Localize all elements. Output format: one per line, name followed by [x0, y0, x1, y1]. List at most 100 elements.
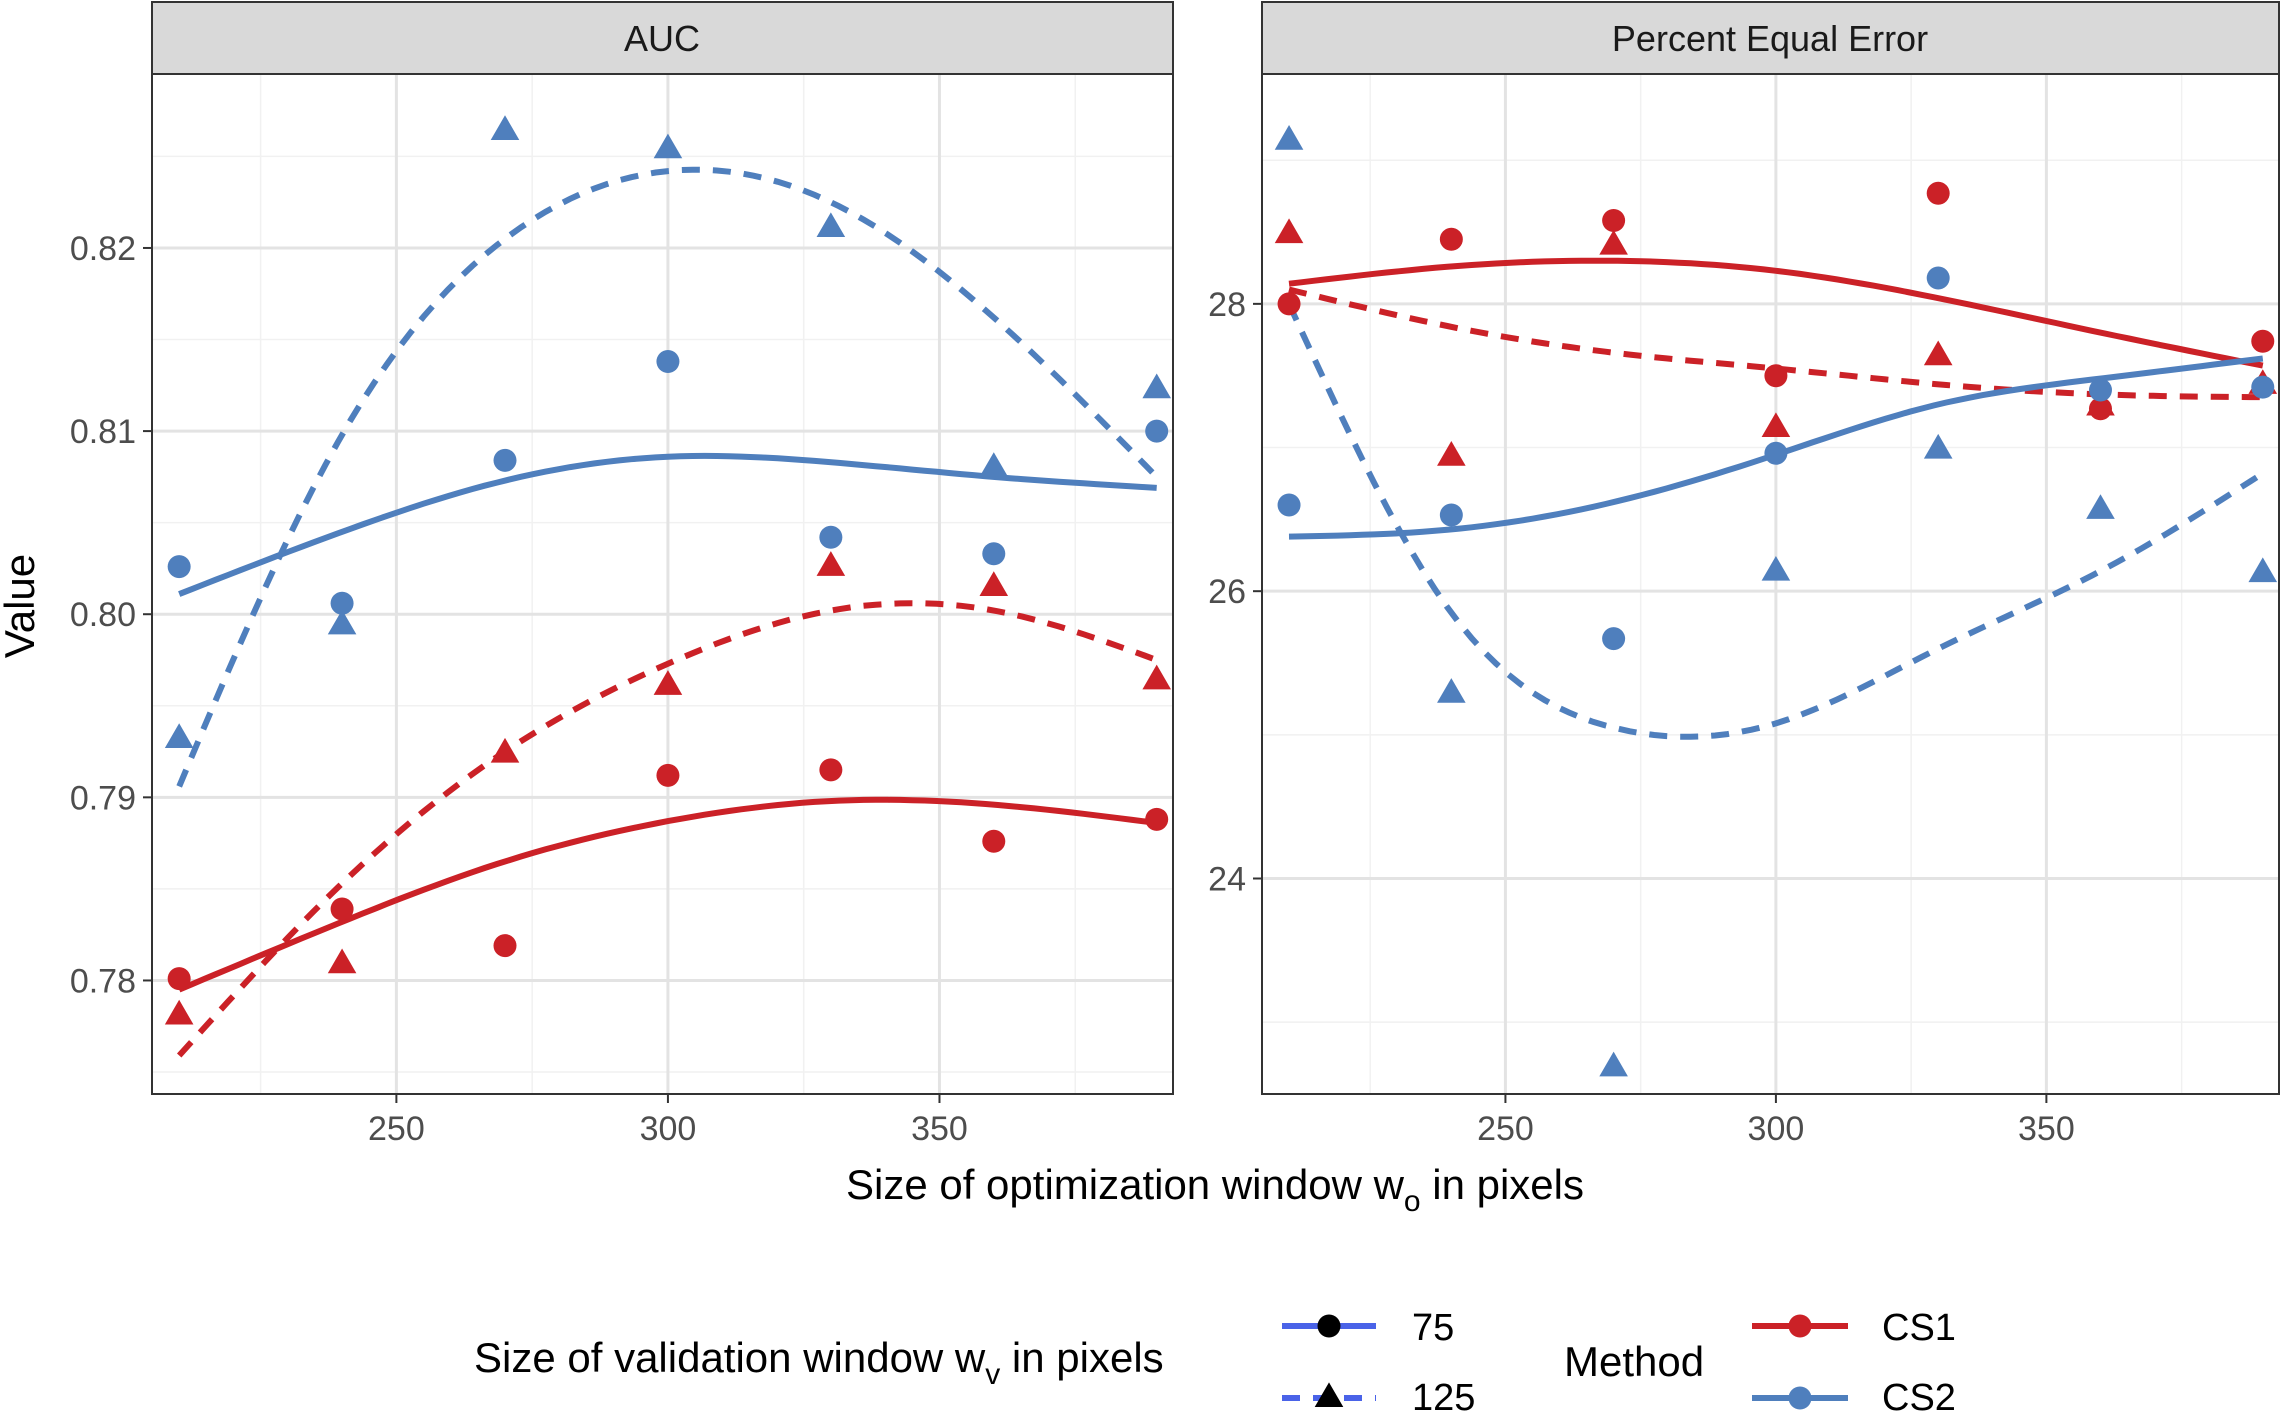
point-cs2-wv75 — [493, 448, 517, 472]
point-cs2-wv125 — [1923, 433, 1953, 459]
y-tick-label: 0.82 — [70, 230, 136, 268]
point-cs1-wv75 — [167, 967, 191, 991]
curve-cs1-wv75 — [178, 796, 1158, 993]
legend-method-label-cs1: CS1 — [1882, 1307, 1956, 1349]
x-axis-title-sub: o — [1404, 1185, 1421, 1218]
x-axis-title-tail: in pixels — [1421, 1161, 1584, 1208]
point-cs2-wv125 — [653, 133, 683, 159]
panel-frame-auc — [151, 73, 1174, 1095]
x-tick-label: 350 — [911, 1110, 968, 1148]
point-cs1-wv125 — [1274, 218, 1304, 244]
curve-cs1-wv75 — [1288, 257, 2264, 369]
point-cs2-wv125 — [816, 212, 846, 238]
point-cs1-wv125 — [816, 551, 846, 576]
y-tick-label: 0.81 — [70, 413, 136, 451]
x-tick-label: 300 — [640, 1110, 697, 1148]
point-cs1-wv75 — [1277, 292, 1301, 316]
panel-frame-percent-equal-error — [1261, 73, 2280, 1095]
point-cs2-wv75 — [1764, 441, 1788, 465]
point-cs2-wv125 — [2248, 557, 2278, 583]
x-tick-label: 300 — [1748, 1110, 1805, 1148]
point-cs2-wv75 — [1277, 493, 1301, 517]
y-axis-title: Value — [0, 554, 43, 658]
point-cs1-wv125 — [327, 948, 357, 974]
facet-strip-percent-equal-error — [1261, 1, 2280, 75]
point-cs2-wv125 — [1274, 124, 1304, 150]
point-cs1-wv125 — [1599, 229, 1628, 255]
legend-method-key-point-cs2 — [1788, 1386, 1812, 1410]
point-cs1-wv125 — [1923, 340, 1953, 366]
point-cs2-wv125 — [2086, 494, 2115, 519]
point-cs1-wv75 — [493, 934, 517, 958]
point-cs2-wv75 — [2251, 375, 2275, 399]
point-cs2-wv75 — [982, 542, 1006, 566]
panel-percent-equal-error — [1262, 74, 2279, 1094]
point-cs2-wv125 — [327, 609, 357, 635]
point-cs1-wv125 — [1142, 664, 1172, 690]
point-cs1-wv125 — [653, 670, 683, 695]
legend-wv-title-sub: v — [985, 1358, 1000, 1391]
legend-wv-title: Size of validation window wv in pixels — [474, 1334, 1164, 1391]
point-cs1-wv75 — [1439, 227, 1463, 251]
y-tick-label: 24 — [1208, 861, 1246, 899]
point-cs2-wv125 — [490, 115, 520, 140]
point-cs1-wv75 — [656, 763, 680, 787]
point-cs2-wv125 — [1437, 678, 1466, 703]
point-cs2-wv125 — [1761, 555, 1791, 581]
legend-wv-key-point-125 — [1314, 1382, 1344, 1408]
curve-cs2-wv125 — [176, 166, 1159, 788]
y-tick-label: 0.79 — [70, 779, 136, 817]
legend-method-key-point-cs1 — [1788, 1314, 1812, 1338]
point-cs2-wv125 — [1599, 1051, 1628, 1077]
point-cs1-wv75 — [1926, 181, 1950, 205]
y-tick-label: 28 — [1208, 286, 1246, 324]
x-tick-label: 350 — [2018, 1110, 2075, 1148]
point-cs2-wv75 — [1926, 266, 1950, 290]
point-cs1-wv125 — [164, 999, 194, 1025]
point-cs1-wv75 — [982, 829, 1006, 853]
curve-cs1-wv125 — [176, 600, 1158, 1058]
point-cs1-wv75 — [330, 897, 354, 921]
legend-method-keys — [1752, 1314, 1848, 1410]
facet-title-auc: AUC — [624, 18, 700, 59]
x-tick-label: 250 — [1477, 1110, 1534, 1148]
facet-title-percent-equal-error: Percent Equal Error — [1612, 18, 1928, 59]
point-cs2-wv75 — [2088, 378, 2112, 402]
y-tick-label: 0.80 — [70, 596, 136, 634]
point-cs1-wv125 — [490, 737, 520, 763]
point-cs2-wv125 — [164, 723, 194, 748]
curve-cs2-wv125 — [1286, 302, 2265, 740]
point-cs2-wv125 — [1142, 373, 1172, 399]
x-tick-label: 250 — [368, 1110, 425, 1148]
x-axis-title-main: Size of optimization window w — [846, 1161, 1405, 1208]
legend-method-title: Method — [1564, 1338, 1704, 1385]
point-cs2-wv75 — [167, 555, 191, 579]
point-cs1-wv75 — [1602, 209, 1626, 233]
legend-wv-title-tail: in pixels — [1000, 1334, 1163, 1381]
point-cs1-wv125 — [1437, 441, 1466, 466]
y-tick-label: 0.78 — [70, 962, 136, 1000]
point-cs2-wv75 — [819, 525, 843, 549]
legend-wv-keys — [1282, 1314, 1376, 1408]
point-cs1-wv125 — [2086, 390, 2115, 416]
point-cs1-wv75 — [2251, 329, 2275, 353]
y-tick-label: 26 — [1208, 573, 1246, 611]
facet-strip-auc — [151, 1, 1174, 75]
point-cs2-wv75 — [656, 350, 680, 374]
point-cs1-wv75 — [1145, 807, 1169, 831]
legend-wv-key-point-75 — [1317, 1314, 1341, 1338]
point-cs2-wv75 — [1439, 503, 1463, 527]
point-cs2-wv75 — [1145, 419, 1169, 443]
legend-wv-label-75: 75 — [1412, 1307, 1454, 1349]
legend-wv-label-125: 125 — [1412, 1377, 1475, 1412]
point-cs2-wv75 — [1602, 627, 1626, 651]
x-axis-title: Size of optimization window wo in pixels — [846, 1161, 1584, 1218]
point-cs1-wv125 — [1761, 412, 1791, 438]
legend-wv-title-main: Size of validation window w — [474, 1334, 986, 1381]
point-cs2-wv125 — [979, 452, 1009, 477]
legend-method-label-cs2: CS2 — [1882, 1377, 1956, 1412]
point-cs1-wv75 — [1764, 364, 1788, 388]
point-cs2-wv75 — [330, 591, 354, 615]
